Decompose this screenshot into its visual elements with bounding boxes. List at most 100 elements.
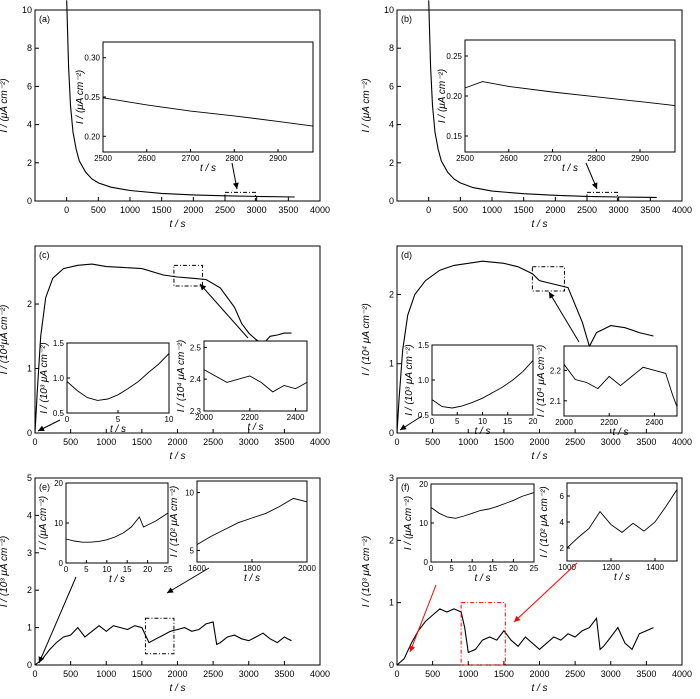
panel4-ytick-label: 0: [389, 428, 394, 438]
inset-background: [197, 481, 307, 562]
panel1-ytick-label: 2: [27, 158, 32, 168]
panel3-ylabel: I / (10⁴μA cm⁻²): [0, 305, 10, 375]
panel5-xtick-label: 2500: [203, 669, 223, 679]
panel4-inset1-ytick-label: 1.0: [418, 376, 430, 385]
panel4-xtick-label: 2000: [529, 437, 549, 447]
panel6-inset1-xtick-label: 20: [509, 564, 518, 573]
panel-5: 0 500 1000 1500 2000 2500 3000 3500 4000012345t …: [0, 473, 330, 694]
panel3-inset2-ytick-label: 2.3: [190, 407, 202, 416]
panel5-xlabel: t / s: [169, 683, 185, 694]
inset-background: [103, 42, 313, 152]
panel2-ytick-label: 0: [389, 196, 394, 206]
panel4-inset1-ytick-label: 0.5: [418, 411, 430, 420]
panel5-inset1-ytick-label: 0: [59, 559, 64, 568]
panel6-inset2-xlabel: t / s: [614, 572, 630, 583]
panel2-inset1-xtick-label: 2800: [587, 154, 605, 163]
panel6-ylabel: I / (10³ μA cm⁻²): [361, 536, 372, 608]
panel4-inset1-ylabel: I / (10³ μA cm⁻²): [404, 344, 415, 416]
panel1-ylabel: I / (μA cm⁻²): [0, 78, 10, 132]
panel2-ytick-label: 4: [389, 120, 394, 130]
panel3-inset2-xtick-label: 2000: [195, 413, 213, 422]
panel3-xtick-label: 3500: [274, 437, 294, 447]
panel1-xtick-label: 2500: [215, 205, 235, 215]
panel-label: (e): [39, 482, 50, 492]
callout-arrow-line: [166, 567, 210, 594]
panel1-ytick-label: 10: [22, 5, 32, 15]
panel6-inset2-xtick-label: 1200: [602, 563, 620, 572]
panel6-xtick-label: 500: [425, 669, 440, 679]
panel-label: (d): [401, 250, 412, 260]
panel4-inset2-ytick-label: 2.1: [550, 397, 562, 406]
panel4-inset2-xlabel: t / s: [612, 427, 628, 438]
panel5-inset1-xlabel: t / s: [109, 574, 125, 585]
panel5-inset1-ytick-label: 10: [54, 519, 63, 528]
panel4-inset2-xtick-label: 2200: [600, 418, 618, 427]
panel1-xtick-label: 3000: [247, 205, 267, 215]
panel5-inset2-xtick-label: 1800: [243, 564, 261, 573]
panel1-xtick-label: 1000: [120, 205, 140, 215]
panel1-inset1-xtick-label: 2700: [182, 154, 200, 163]
panel5-inset2-ylabel: I / (10² μA cm⁻²): [169, 486, 180, 558]
panel5-ytick-label: 3: [27, 548, 32, 558]
panel1-xtick-label: 0: [64, 205, 69, 215]
panel2-xlabel: t / s: [531, 219, 547, 230]
panel3-inset2-xtick-label: 2200: [241, 413, 259, 422]
panel2-inset1-ytick-label: 0.15: [446, 132, 462, 141]
inset-background: [567, 483, 677, 561]
panel2-xtick-label: 1000: [482, 205, 502, 215]
panel4-inset2-ylabel: I / (10⁴ μA cm⁻²): [536, 345, 547, 418]
callout-arrow-head: [167, 587, 174, 593]
panel4-xtick-label: 1500: [494, 437, 514, 447]
panel6-ytick-label: 1: [389, 598, 394, 608]
inset-background: [564, 346, 677, 416]
panel6-inset2-xtick-label: 1400: [646, 563, 664, 572]
callout-arrow-head: [232, 182, 239, 189]
panel3-inset1-ytick-label: 0.5: [53, 409, 65, 418]
panel2-xtick-label: 500: [453, 205, 468, 215]
panel1-xtick-label: 2000: [183, 205, 203, 215]
panel2-xtick-label: 2500: [577, 205, 597, 215]
panel2-inset1-ytick-label: 0.20: [446, 92, 462, 101]
panel3-inset2-xlabel: t / s: [247, 422, 263, 433]
panel3-xlabel: t / s: [169, 451, 185, 462]
panel6-xtick-label: 2500: [565, 669, 585, 679]
panel2-ytick-label: 2: [389, 158, 394, 168]
panel3-inset1-ytick-label: 1.5: [53, 339, 65, 348]
panel1-xlabel: t / s: [169, 219, 185, 230]
panel6-inset1-xtick-label: 25: [530, 564, 539, 573]
panel2-inset1-xtick-label: 2600: [500, 154, 518, 163]
panel6-inset2-ytick-label: 2: [560, 544, 565, 553]
panel1-inset1-ytick-label: 0.20: [84, 132, 100, 141]
panel2-xtick-label: 1500: [514, 205, 534, 215]
panel1-xtick-label: 500: [91, 205, 106, 215]
panel2-ytick-label: 6: [389, 81, 394, 91]
panel5-xtick-label: 1000: [96, 669, 116, 679]
panel2-xtick-label: 4000: [672, 205, 692, 215]
panel3-inset2-frame: [203, 340, 308, 412]
panel4-xtick-label: 1000: [458, 437, 478, 447]
panel6-inset1-series-line: [430, 492, 535, 519]
panel1-inset1-xtick-label: 2600: [138, 154, 156, 163]
panel3-inset1-xtick-label: 5: [116, 415, 121, 424]
panel3-inset1-xtick-label: 0: [65, 415, 70, 424]
panel3-xtick-label: 1500: [132, 437, 152, 447]
panel5-inset2-ytick-label: 10: [185, 489, 194, 498]
panel2-inset1-ytick-label: 0.25: [446, 52, 462, 61]
panel3-inset2-ytick-label: 2.4: [190, 375, 202, 384]
panel3-inset1-xlabel: t / s: [110, 424, 126, 435]
panel4-inset2-frame: [563, 345, 678, 417]
panel5-inset2-xlabel: t / s: [244, 573, 260, 584]
panel5-inset1-xtick-label: 20: [143, 565, 152, 574]
panel1-inset1-ylabel: I / (μA cm⁻²): [75, 70, 86, 124]
panel1-inset1-xtick-label: 2800: [225, 154, 243, 163]
panel2-xtick-label: 2000: [545, 205, 565, 215]
panel6-ytick-label: 3: [389, 473, 394, 483]
panel6-xtick-label: 3500: [636, 669, 656, 679]
panel6-inset2-ylabel: I / (10² μA cm⁻²): [539, 486, 550, 558]
panel1-xtick-label: 1500: [152, 205, 172, 215]
inset-background: [465, 40, 675, 152]
panel-label: (a): [39, 14, 50, 24]
inset-background: [67, 343, 169, 413]
callout-arrow-head: [409, 645, 415, 652]
panel5-inset2-xtick-label: 2000: [298, 564, 316, 573]
